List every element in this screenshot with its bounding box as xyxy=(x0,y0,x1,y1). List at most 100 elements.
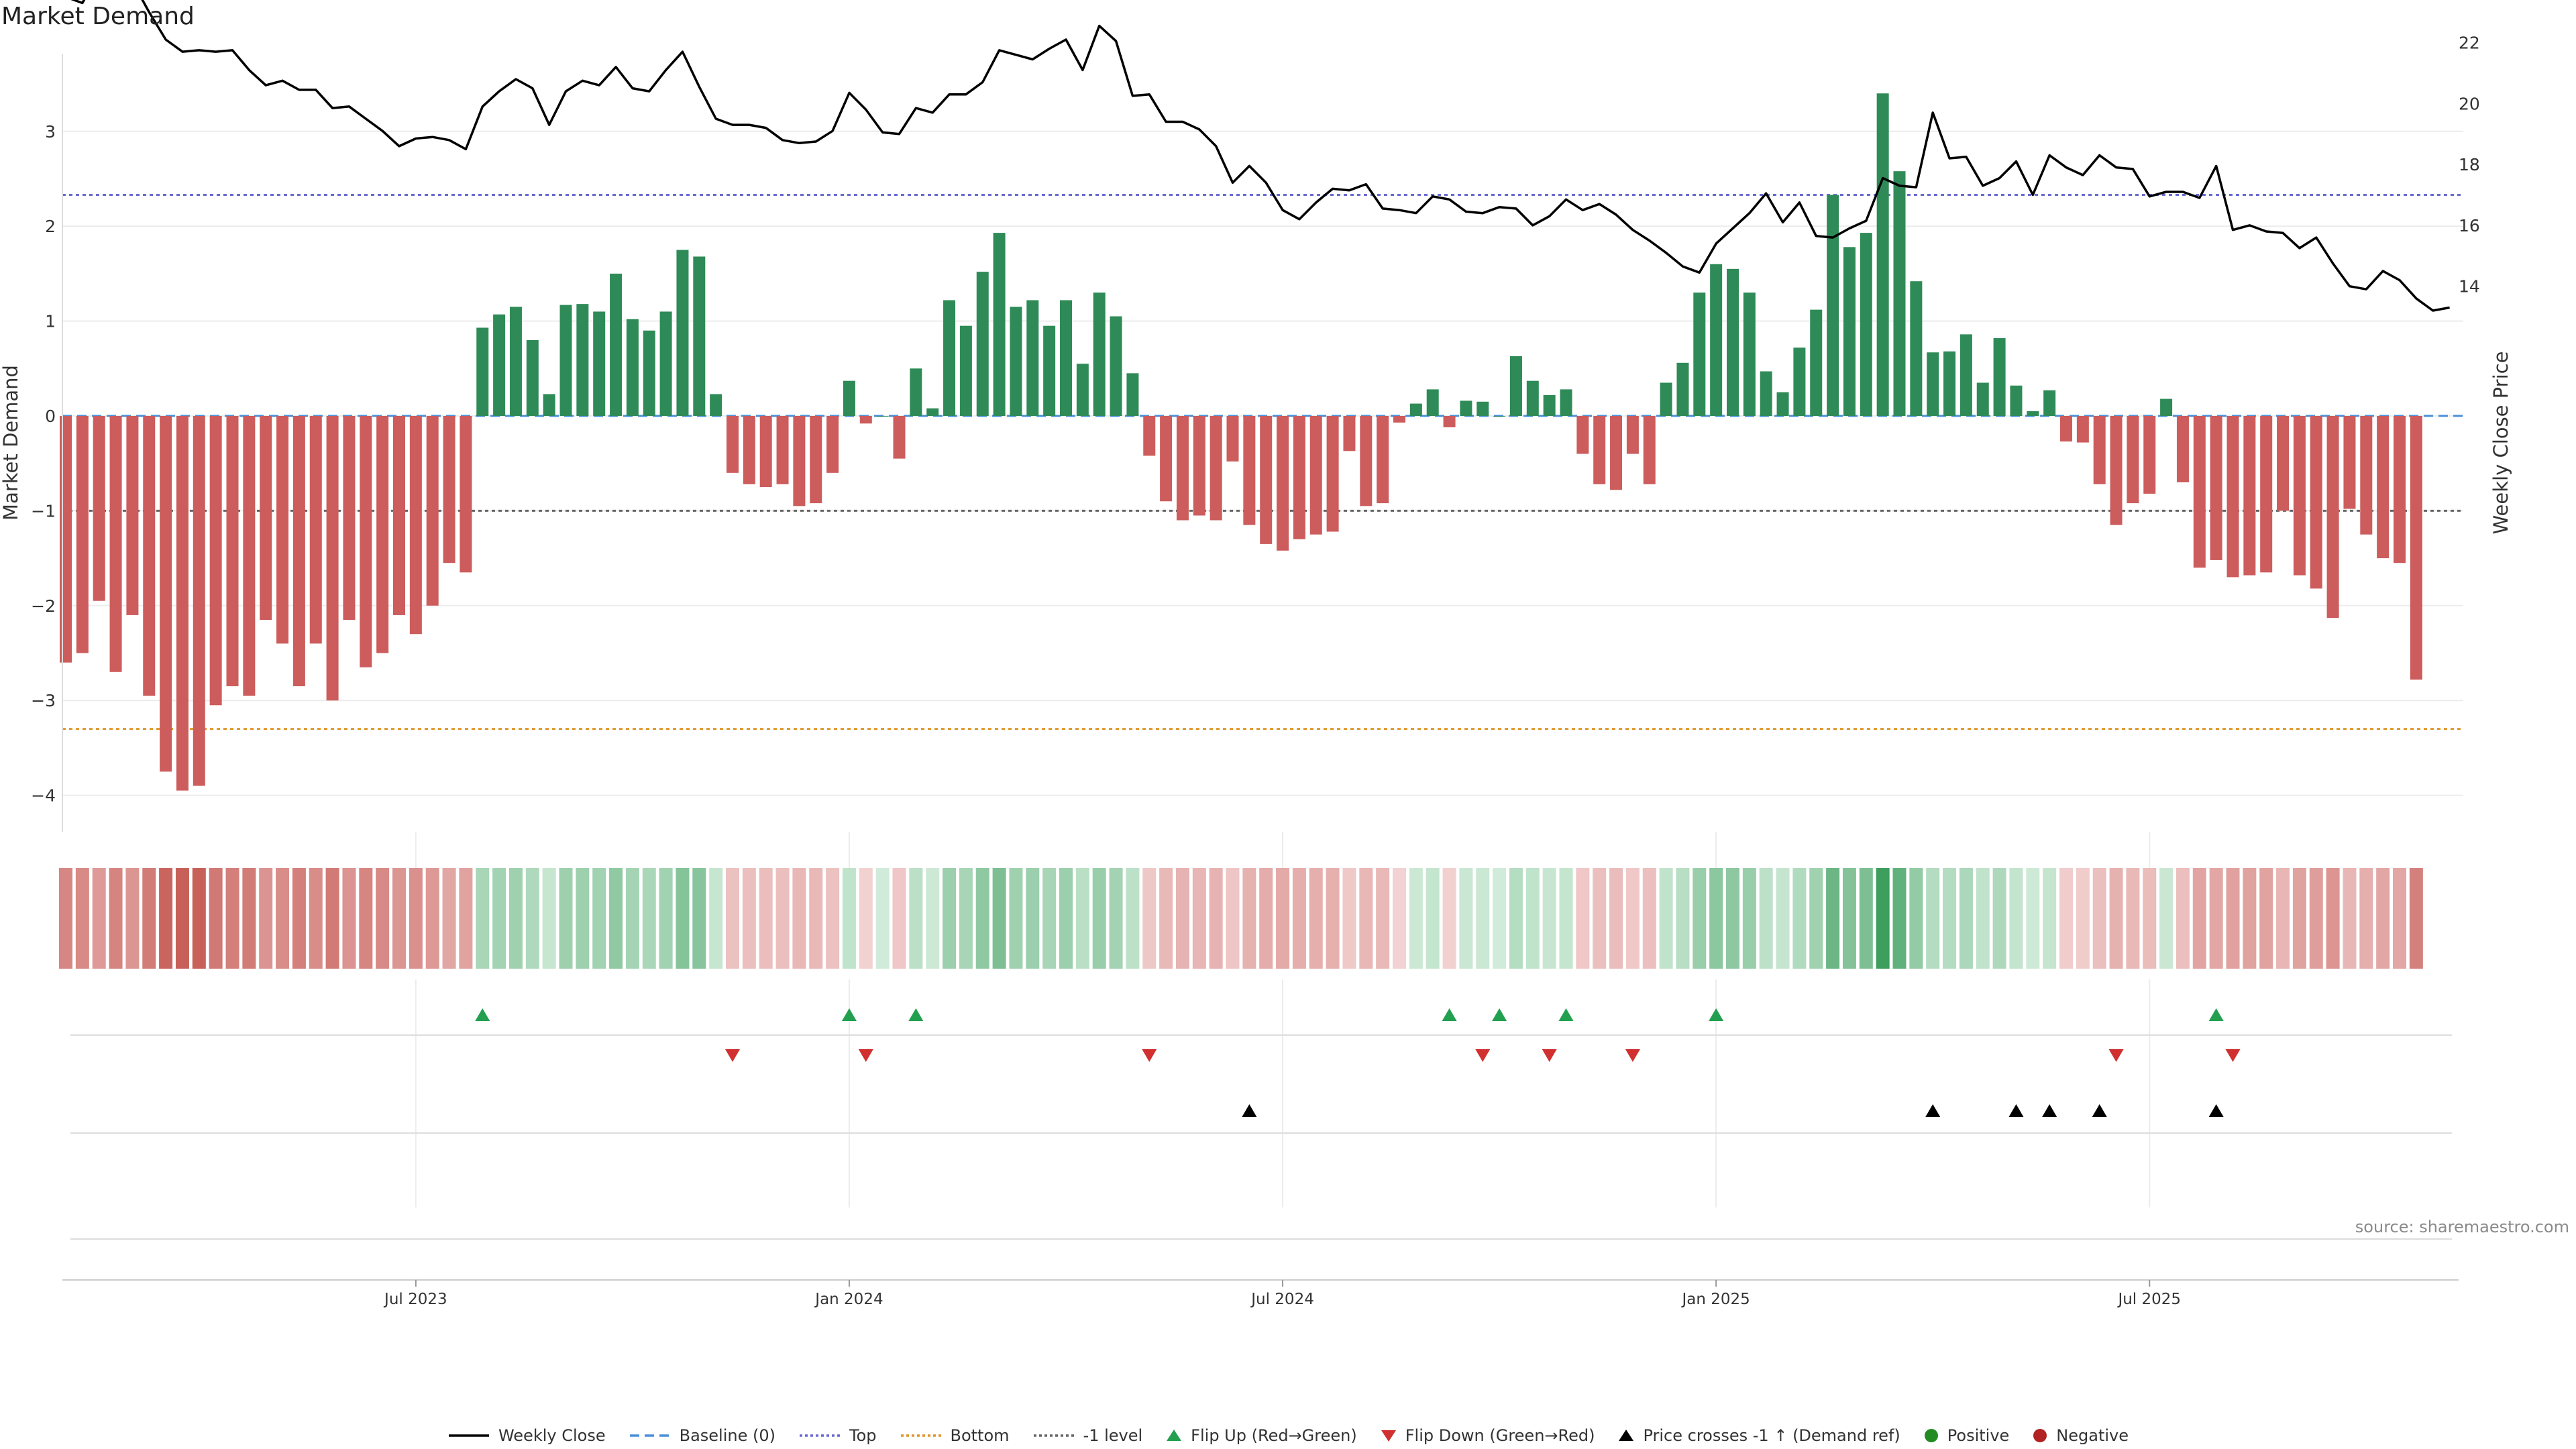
demand-bar xyxy=(859,416,872,424)
weekly-close-line xyxy=(70,0,2450,312)
demand-bar xyxy=(2226,416,2239,578)
demand-bar xyxy=(1343,416,1356,451)
legend-item-negative: Negative xyxy=(2032,1426,2129,1445)
demand-bar xyxy=(759,416,772,488)
demand-bar xyxy=(176,416,189,791)
heat-cell xyxy=(1109,868,1123,969)
demand-bar xyxy=(1560,389,1572,416)
heat-cell xyxy=(642,868,656,969)
flip-up-marker xyxy=(908,1008,924,1021)
demand-bar xyxy=(943,300,956,416)
demand-bar xyxy=(2394,416,2406,564)
heat-cell xyxy=(676,868,690,969)
heat-cell xyxy=(1659,868,1673,969)
y-tick-label: 1 xyxy=(45,312,56,331)
demand-bar xyxy=(793,416,806,506)
legend-triangle-up xyxy=(1167,1430,1182,1441)
demand-bar xyxy=(493,314,506,416)
demand-bar xyxy=(1610,416,1623,490)
demand-bar xyxy=(2110,416,2123,525)
demand-bar xyxy=(360,416,372,667)
heat-cell xyxy=(1026,868,1040,969)
demand-bar xyxy=(1143,416,1156,456)
x-tick-label: Jul 2023 xyxy=(383,1291,447,1308)
heat-cell xyxy=(276,868,290,969)
heat-cell xyxy=(2226,868,2240,969)
demand-bar xyxy=(1076,364,1089,416)
demand-bar xyxy=(292,416,305,686)
legend-item-flip-down: Flip Down (Green→Red) xyxy=(1380,1426,1595,1445)
heat-cell xyxy=(2009,868,2023,969)
price-cross-marker xyxy=(2208,1104,2224,1117)
legend-dot xyxy=(1924,1429,1938,1442)
demand-bar xyxy=(993,233,1006,416)
heat-cell xyxy=(659,868,673,969)
heat-cell xyxy=(342,868,356,969)
heat-cell xyxy=(392,868,406,969)
heat-cell xyxy=(1792,868,1807,969)
heat-cell xyxy=(2126,868,2140,969)
demand-bar xyxy=(1426,389,1439,416)
heat-cell xyxy=(1276,868,1290,969)
demand-bar xyxy=(309,416,322,644)
heat-cell xyxy=(926,868,940,969)
heat-cell xyxy=(1075,868,1089,969)
heat-cell xyxy=(1726,868,1739,969)
heat-cell xyxy=(609,868,623,969)
heat-cell xyxy=(292,868,306,969)
heat-cell xyxy=(943,868,957,969)
heat-cell xyxy=(1192,868,1206,969)
demand-bar xyxy=(1593,416,1606,484)
chart-title: Market Demand xyxy=(1,3,195,30)
demand-bar xyxy=(2326,416,2339,619)
heat-cell xyxy=(592,868,606,969)
demand-bar xyxy=(376,416,389,653)
demand-bar xyxy=(1060,300,1072,416)
demand-bar xyxy=(2076,416,2089,443)
heat-cell xyxy=(1559,868,1573,969)
demand-bar xyxy=(743,416,755,484)
demand-bar xyxy=(393,416,405,615)
demand-bar xyxy=(776,416,789,484)
heat-cell xyxy=(1209,868,1223,969)
demand-bar xyxy=(1260,416,1273,544)
x-tick-label: Jan 2025 xyxy=(1680,1291,1750,1308)
demand-bar xyxy=(1993,338,2006,416)
flip-up-marker xyxy=(2208,1008,2224,1021)
demand-bar xyxy=(1876,93,1889,417)
demand-bar xyxy=(626,319,639,416)
legend-swatch-flip-up xyxy=(1167,1430,1182,1441)
heat-cell xyxy=(2176,868,2190,969)
flip-down-marker xyxy=(2108,1049,2124,1062)
heat-cell xyxy=(59,868,72,969)
demand-bar xyxy=(2360,416,2373,535)
demand-bar xyxy=(343,416,356,621)
heat-cell xyxy=(875,868,890,969)
demand-bar xyxy=(1509,356,1522,416)
demand-bar xyxy=(1693,292,1706,416)
heat-cell xyxy=(1126,868,1140,969)
demand-bar xyxy=(1043,325,1056,416)
demand-bar xyxy=(509,307,522,416)
demand-bar xyxy=(1126,373,1139,416)
demand-bar xyxy=(476,327,489,416)
y2-axis-label: Weekly Close Price xyxy=(2489,352,2512,535)
heat-cell xyxy=(359,868,373,969)
demand-bar xyxy=(2060,416,2072,442)
legend-swatch-top xyxy=(800,1434,840,1437)
grid-layer xyxy=(62,130,2463,1208)
legend-label-price-cross: Price crosses -1 ↑ (Demand ref) xyxy=(1643,1426,1900,1445)
legend-label-negative: Negative xyxy=(2056,1426,2129,1445)
demand-bar xyxy=(243,416,256,696)
source-label: source: sharemaestro.com xyxy=(2355,1218,2569,1236)
demand-bar xyxy=(810,416,822,504)
demand-bar xyxy=(76,416,89,653)
demand-bar xyxy=(2093,416,2106,484)
demand-bar xyxy=(526,339,539,416)
heat-cell xyxy=(142,868,156,969)
legend-label-weekly-close: Weekly Close xyxy=(498,1426,606,1445)
y2-tick-label: 20 xyxy=(2459,94,2480,113)
heat-cell xyxy=(1409,868,1423,969)
legend-swatch-baseline xyxy=(629,1434,670,1437)
